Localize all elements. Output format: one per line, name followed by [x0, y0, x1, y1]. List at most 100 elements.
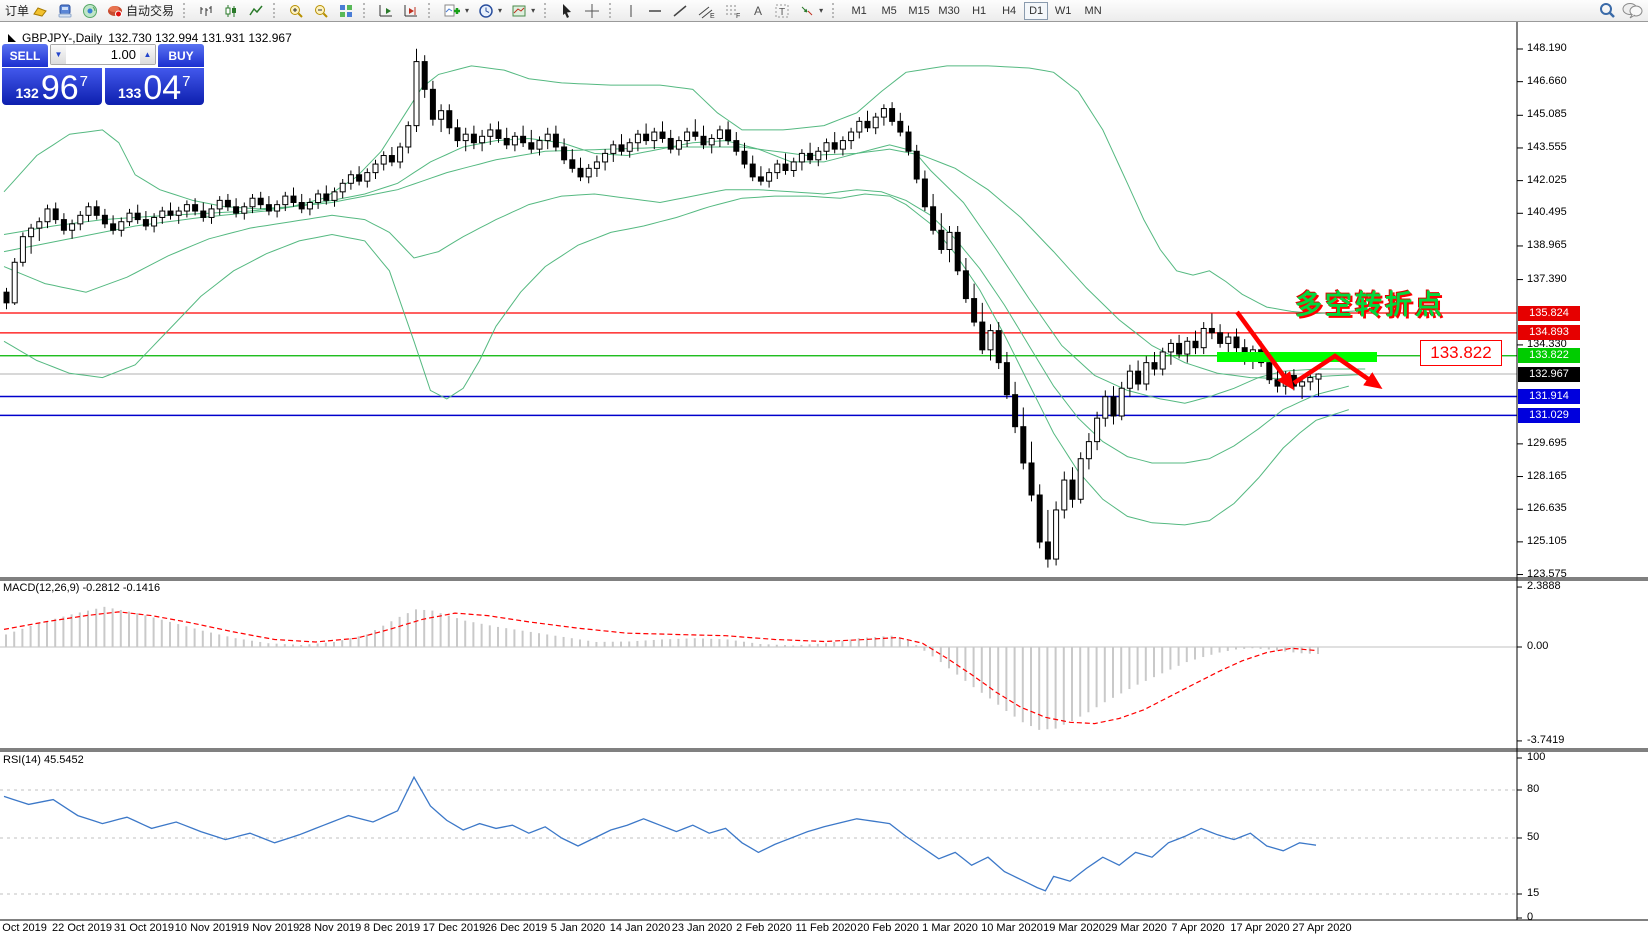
- text-a-icon: A: [754, 4, 762, 18]
- label-tool-button[interactable]: T: [771, 1, 793, 21]
- date-label: 8 Dec 2019: [363, 922, 421, 934]
- timeframe-d1[interactable]: D1: [1024, 1, 1049, 20]
- timeframe-mn[interactable]: MN: [1084, 4, 1102, 17]
- timeframe-h4[interactable]: H4: [1002, 4, 1017, 17]
- crosshair-button[interactable]: [581, 1, 603, 21]
- toolbar-separator: [609, 3, 615, 18]
- drawn-annotations[interactable]: [1217, 310, 1383, 391]
- candle-chart-icon: [225, 4, 237, 17]
- sell-button[interactable]: SELL: [2, 44, 48, 67]
- terminal-button[interactable]: [54, 1, 76, 21]
- text-tool-button[interactable]: A: [748, 1, 768, 21]
- zoom-in-button[interactable]: [285, 1, 307, 21]
- date-label: 27 Apr 2020: [1292, 922, 1352, 934]
- zoom-out-icon: [315, 4, 328, 18]
- bar-chart-icon: [200, 5, 212, 16]
- price-tick-125.105: 125.105: [1527, 534, 1567, 547]
- template-icon: [512, 5, 526, 16]
- cursor-icon: [563, 3, 572, 18]
- timeframe-h1[interactable]: H1: [972, 4, 987, 17]
- price-box-131.029: 131.029: [1518, 407, 1580, 423]
- date-label: 1 Mar 2020: [922, 922, 978, 934]
- timeframe-m1[interactable]: M1: [851, 4, 867, 17]
- bar-chart-button[interactable]: [195, 1, 217, 21]
- price-tick-128.165: 128.165: [1527, 469, 1567, 482]
- template-button[interactable]: ▾: [508, 1, 538, 21]
- date-label: 28 Nov 2019: [298, 922, 362, 934]
- signal-icon: [82, 3, 98, 19]
- bb_lower-line: [3, 193, 1349, 526]
- navigator-button[interactable]: [79, 1, 101, 21]
- auto-scroll-button[interactable]: [375, 1, 397, 21]
- rsi-line: [3, 775, 1317, 892]
- vline-tool-button[interactable]: [621, 1, 641, 21]
- new-order-label: 订单: [5, 4, 30, 18]
- search-icon[interactable]: [1599, 2, 1616, 19]
- red-arrow-2: [1292, 353, 1383, 389]
- shapes-tool-button[interactable]: ▾: [796, 1, 826, 21]
- price-box-134.893: 134.893: [1518, 325, 1580, 341]
- buy-price-panel[interactable]: 133 04 7: [104, 68, 204, 107]
- line-chart-button[interactable]: [245, 1, 267, 21]
- price-tick-123.575: 123.575: [1527, 567, 1567, 580]
- price-callout-label[interactable]: 133.822: [1420, 340, 1502, 366]
- clock-icon: [479, 3, 493, 18]
- toolbar-separator: [832, 3, 838, 18]
- period-button[interactable]: ▾: [475, 1, 505, 21]
- timeframe-m30[interactable]: M30: [938, 4, 960, 17]
- date-label: 3 Oct 2019: [0, 922, 47, 934]
- pane-frames: [0, 22, 1648, 921]
- volume-up-button[interactable]: ▲: [140, 45, 155, 64]
- timeframe-w1[interactable]: W1: [1054, 4, 1072, 17]
- horizontal-level-lines[interactable]: [0, 312, 1517, 417]
- rsi-tick-80: 80: [1527, 783, 1540, 795]
- buy-button[interactable]: BUY: [158, 44, 204, 67]
- turning-point-annotation[interactable]: 多空转折点: [1295, 290, 1445, 320]
- tile-windows-icon: [340, 4, 353, 17]
- svg-text:T: T: [779, 7, 785, 18]
- add-indicator-button[interactable]: ▾: [440, 1, 472, 21]
- date-label: 14 Jan 2020: [609, 922, 671, 934]
- cursor-button[interactable]: [556, 1, 578, 21]
- volume-value[interactable]: 1.00: [110, 47, 136, 62]
- hline-tool-button[interactable]: [644, 1, 666, 21]
- volume-down-button[interactable]: ▼: [51, 45, 66, 64]
- toolbar: 订单 自动交易: [0, 0, 1648, 22]
- timeframe-m5[interactable]: M5: [881, 4, 897, 17]
- trendline-tool-button[interactable]: [669, 1, 691, 21]
- zoom-out-button[interactable]: [310, 1, 332, 21]
- autotrading-button[interactable]: 自动交易: [104, 1, 177, 21]
- toolbar-separator: [428, 3, 434, 18]
- chart-shift-button[interactable]: [400, 1, 422, 21]
- date-label: 29 Mar 2020: [1105, 922, 1167, 934]
- sell-price-panel[interactable]: 132 96 7: [2, 68, 102, 105]
- timeframe-m15[interactable]: M15: [908, 4, 930, 17]
- new-order-button[interactable]: 订单: [2, 1, 51, 21]
- community-chat-icon[interactable]: [1622, 2, 1644, 19]
- candle-chart-button[interactable]: [220, 1, 242, 21]
- volume-stepper[interactable]: ▼ 1.00 ▲: [50, 44, 156, 65]
- toolbar-separator: [544, 3, 550, 18]
- buy-price-pips: 04: [143, 69, 182, 107]
- date-label: 5 Jan 2020: [550, 922, 606, 934]
- chevron-down-icon: ▾: [531, 6, 536, 15]
- tile-windows-button[interactable]: [335, 1, 357, 21]
- ma_slow-line: [3, 146, 1366, 380]
- price-box-132.967: 132.967: [1518, 366, 1580, 382]
- bb_middle-line: [3, 137, 1366, 404]
- one-click-trading-widget: SELL ▼ 1.00 ▲ BUY 132 96 7 133 04 7: [2, 44, 204, 105]
- timeframe-bar: M1 M5 M15 M30 H1 H4 D1 W1 MN: [844, 1, 1108, 20]
- channel-tool-button[interactable]: E: [694, 1, 718, 21]
- terminal-icon: [57, 3, 73, 19]
- bb_lower_inner-line: [3, 189, 1349, 464]
- price-tick-134.330: 134.330: [1527, 337, 1567, 350]
- price-tick-129.695: 129.695: [1527, 436, 1567, 449]
- crosshair-icon: [585, 3, 600, 18]
- red-arrow-1: [1235, 310, 1295, 391]
- autotrading-icon: [107, 3, 123, 19]
- fibonacci-tool-button[interactable]: F: [721, 1, 745, 21]
- price-tick-142.025: 142.025: [1527, 173, 1567, 186]
- zoom-in-icon: [290, 4, 303, 18]
